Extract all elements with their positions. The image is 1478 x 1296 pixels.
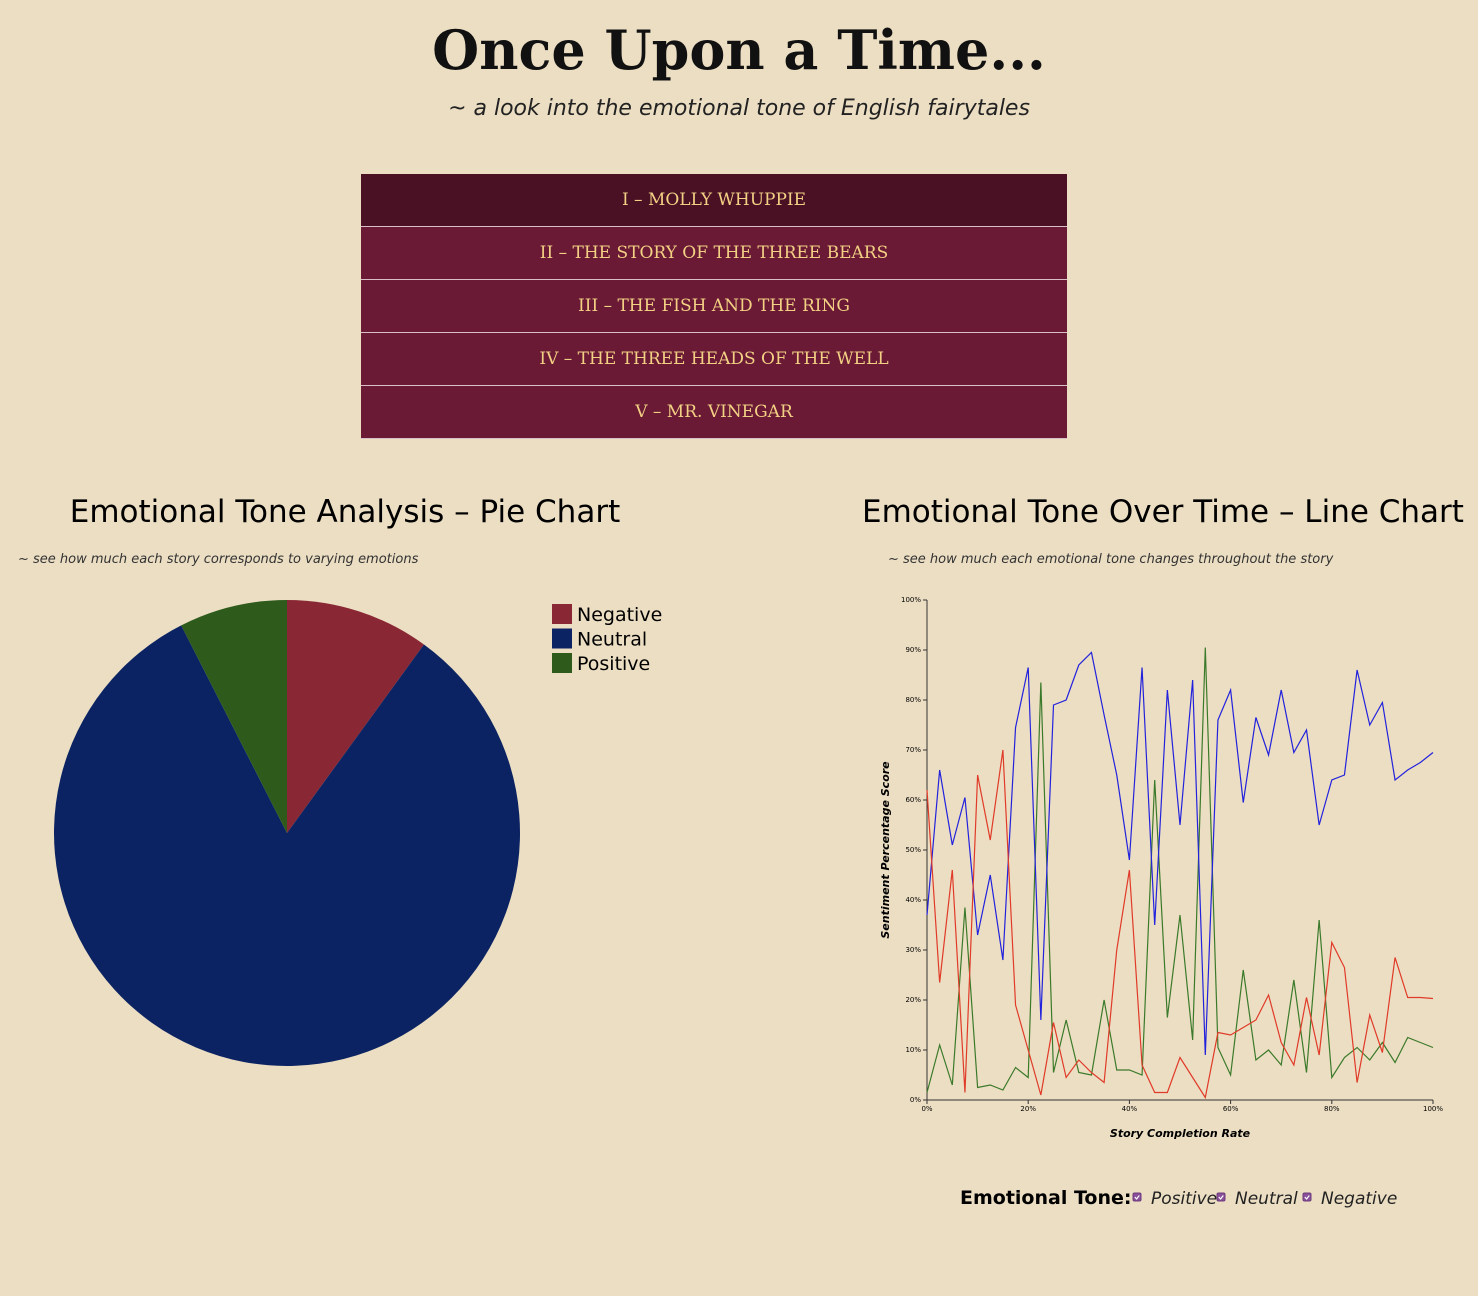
- legend-swatch: [552, 653, 572, 673]
- legend-title: Emotional Tone:: [960, 1187, 1131, 1209]
- legend-label: Positive: [577, 653, 650, 675]
- x-axis-label: Story Completion Rate: [1110, 1127, 1251, 1140]
- y-tick-label: 60%: [905, 796, 921, 804]
- y-tick-label: 0%: [910, 1096, 921, 1104]
- legend-label: Negative: [577, 604, 662, 626]
- y-tick-label: 30%: [905, 946, 921, 954]
- chart-title: Emotional Tone Analysis – Pie Chart: [70, 494, 620, 530]
- series-line: [926, 647, 1434, 1093]
- legend-toggle[interactable]: Positive: [1132, 1189, 1217, 1209]
- story-tab[interactable]: II – THE STORY OF THE THREE BEARS: [361, 227, 1067, 280]
- x-tick-label: 100%: [1423, 1105, 1443, 1113]
- y-tick-label: 20%: [905, 996, 921, 1004]
- y-tick-label: 80%: [905, 696, 921, 704]
- page-title: Once Upon a Time...: [432, 18, 1046, 82]
- legend-label: Positive: [1151, 1189, 1217, 1209]
- y-tick-label: 50%: [905, 846, 921, 854]
- story-tab[interactable]: I – MOLLY WHUPPIE: [361, 174, 1067, 227]
- legend-toggle[interactable]: Negative: [1302, 1189, 1397, 1209]
- checkmark: [1304, 1195, 1310, 1200]
- pie-slice: [287, 600, 424, 833]
- story-menu: I – MOLLY WHUPPIE II – THE STORY OF THE T…: [361, 174, 1067, 439]
- story-tab[interactable]: IV – THE THREE HEADS OF THE WELL: [361, 333, 1067, 386]
- legend-label: Neutral: [1235, 1189, 1298, 1209]
- y-tick-label: 40%: [905, 896, 921, 904]
- pie-slice: [181, 600, 287, 833]
- checkmark: [1218, 1195, 1224, 1200]
- x-tick-label: 60%: [1223, 1105, 1239, 1113]
- chart-title: Emotional Tone Over Time – Line Chart: [862, 494, 1464, 530]
- checkbox[interactable]: [1302, 1192, 1312, 1202]
- story-tab[interactable]: V – MR. VINEGAR: [361, 386, 1067, 439]
- y-tick-label: 70%: [905, 746, 921, 754]
- x-tick-label: 0%: [921, 1105, 932, 1113]
- y-axis-label: Sentiment Percentage Score: [879, 761, 892, 939]
- legend-label: Negative: [1321, 1189, 1397, 1209]
- pie-slice: [54, 625, 520, 1066]
- y-tick-label: 90%: [905, 646, 921, 654]
- checkbox[interactable]: [1132, 1192, 1142, 1202]
- chart-subtitle: ~ see how much each emotional tone chang…: [888, 552, 1334, 567]
- x-tick-label: 80%: [1324, 1105, 1340, 1113]
- chart-subtitle: ~ see how much each story corresponds to…: [18, 552, 419, 567]
- series-line: [926, 749, 1434, 1100]
- x-tick-label: 40%: [1122, 1105, 1138, 1113]
- page-subtitle: ~ a look into the emotional tone of Engl…: [448, 96, 1030, 121]
- story-tab[interactable]: III – THE FISH AND THE RING: [361, 280, 1067, 333]
- y-tick-label: 100%: [901, 596, 921, 604]
- legend-label: Neutral: [577, 629, 647, 651]
- checkbox[interactable]: [1216, 1192, 1226, 1202]
- y-tick-label: 10%: [905, 1046, 921, 1054]
- legend-swatch: [552, 628, 572, 649]
- legend-toggle[interactable]: Neutral: [1216, 1189, 1298, 1209]
- checkmark: [1134, 1195, 1140, 1200]
- series-line: [926, 651, 1434, 1056]
- x-tick-label: 20%: [1020, 1105, 1036, 1113]
- legend-swatch: [552, 604, 572, 624]
